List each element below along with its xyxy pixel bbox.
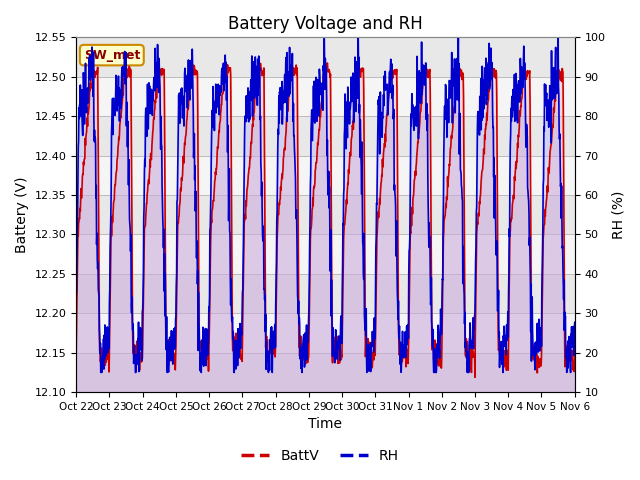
Bar bbox=[76, 353, 575, 392]
X-axis label: Time: Time bbox=[308, 418, 342, 432]
Bar bbox=[76, 37, 575, 77]
Title: Battery Voltage and RH: Battery Voltage and RH bbox=[228, 15, 423, 33]
Legend: BattV, RH: BattV, RH bbox=[236, 443, 404, 468]
Bar bbox=[76, 195, 575, 234]
Y-axis label: Battery (V): Battery (V) bbox=[15, 177, 29, 253]
Text: SW_met: SW_met bbox=[84, 48, 140, 61]
Y-axis label: RH (%): RH (%) bbox=[611, 191, 625, 239]
Bar bbox=[76, 274, 575, 313]
Bar bbox=[76, 116, 575, 156]
Bar bbox=[76, 77, 575, 116]
Bar bbox=[76, 313, 575, 353]
Bar bbox=[76, 156, 575, 195]
Bar bbox=[76, 234, 575, 274]
